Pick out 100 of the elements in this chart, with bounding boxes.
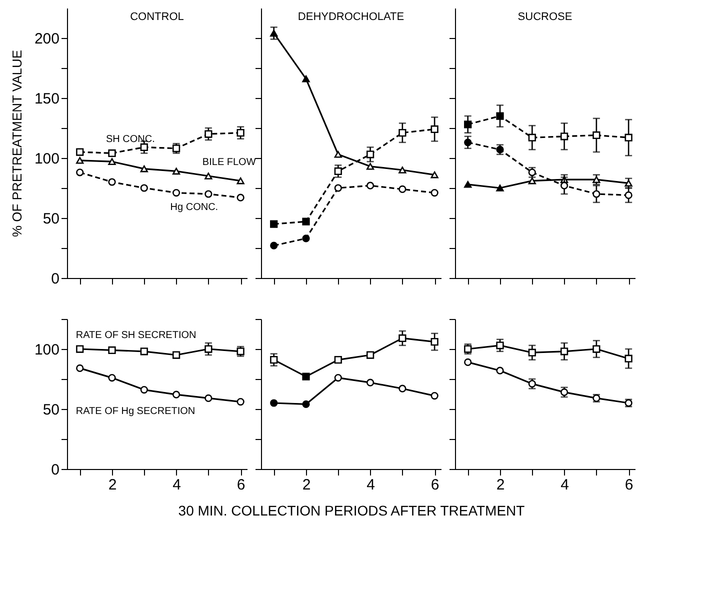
x-tick-label: 6 [236, 476, 246, 494]
y-tick-label: 100 [34, 342, 60, 358]
point [560, 182, 568, 190]
x-tick-label: 6 [430, 476, 440, 494]
x-axis-title: 30 MIN. COLLECTION PERIODS AFTER TREATMENT [178, 502, 526, 518]
x-tick-label: 6 [624, 476, 634, 494]
chart-title: SUCROSE [518, 11, 572, 23]
y-tick-label: 50 [42, 402, 60, 418]
point [140, 386, 148, 394]
point [140, 348, 148, 356]
point [592, 131, 600, 140]
point [496, 146, 504, 154]
point [366, 351, 374, 359]
point [270, 356, 278, 364]
series-label: RATE OF Hg SECRETION [76, 406, 196, 418]
point [172, 188, 180, 197]
point [398, 128, 406, 137]
point [496, 184, 504, 192]
point [464, 120, 472, 128]
point [464, 138, 472, 146]
point [366, 163, 374, 170]
point [270, 220, 278, 228]
point [528, 348, 536, 356]
point [302, 372, 310, 380]
x-tick-label: 4 [172, 476, 181, 494]
point [302, 400, 310, 408]
point [334, 167, 342, 176]
point [236, 398, 244, 406]
point [464, 181, 472, 188]
x-tick-label: 2 [496, 476, 505, 494]
point [528, 177, 536, 184]
point [366, 182, 374, 190]
series-label: Hg CONC. [170, 202, 218, 213]
point [270, 242, 278, 250]
y-axis-title: % OF PRETREATMENT VALUE [9, 50, 24, 238]
point [236, 128, 244, 137]
point [108, 149, 116, 158]
point [108, 374, 116, 382]
point [236, 194, 244, 202]
point [108, 346, 116, 354]
point [140, 184, 148, 192]
series-label: RATE OF SH SECRETION [76, 330, 196, 341]
point [140, 143, 148, 152]
point [398, 185, 406, 194]
point [430, 125, 438, 134]
x-tick-label: 4 [366, 476, 375, 494]
point [334, 374, 342, 382]
chart-title: CONTROL [130, 11, 184, 23]
y-tick-label: 100 [34, 150, 60, 168]
point [334, 151, 342, 158]
point [430, 171, 438, 178]
x-tick-label: 4 [560, 476, 569, 494]
point [398, 384, 406, 392]
point [236, 348, 244, 356]
point [398, 166, 406, 174]
point [366, 378, 374, 386]
y-tick-label: 0 [51, 462, 60, 478]
y-tick-label: 50 [42, 210, 60, 228]
point [76, 345, 84, 353]
point [204, 172, 212, 180]
point [496, 112, 504, 120]
point [140, 165, 148, 172]
point [108, 158, 116, 165]
point [270, 30, 278, 37]
point [76, 148, 84, 156]
point [172, 351, 180, 359]
point [496, 366, 504, 374]
point [430, 338, 438, 346]
point [592, 190, 600, 198]
point [76, 157, 84, 164]
point [76, 168, 84, 176]
point [302, 75, 310, 82]
x-tick-label: 2 [108, 476, 117, 494]
point [108, 178, 116, 186]
point [366, 150, 374, 158]
point [624, 134, 632, 142]
y-tick-label: 200 [34, 30, 60, 48]
y-tick-label: 0 [51, 270, 60, 288]
point [204, 345, 212, 353]
point [624, 191, 632, 200]
point [204, 130, 212, 138]
point [302, 234, 310, 242]
point [204, 394, 212, 402]
x-tick-label: 2 [302, 476, 311, 494]
point [464, 358, 472, 366]
point [204, 190, 212, 198]
point [236, 177, 244, 184]
point [592, 345, 600, 353]
point [560, 348, 568, 356]
point [270, 399, 278, 407]
point [302, 218, 310, 226]
point [528, 168, 536, 176]
point [172, 144, 180, 152]
point [398, 334, 406, 342]
point [496, 342, 504, 350]
y-tick-label: 150 [34, 90, 60, 108]
point [172, 168, 180, 175]
chart-title: DEHYDROCHOLATE [298, 11, 404, 23]
point [430, 392, 438, 400]
point [624, 354, 632, 362]
